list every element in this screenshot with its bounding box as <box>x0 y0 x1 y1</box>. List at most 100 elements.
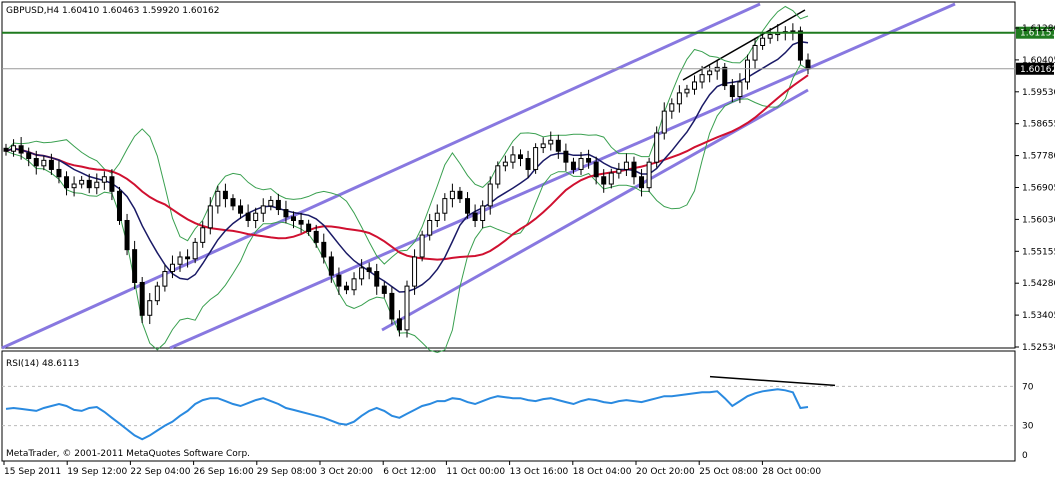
rsi-pane-frame <box>1 350 1016 462</box>
candle-body <box>132 249 138 283</box>
candle-body <box>389 292 395 320</box>
time-tick-label: 19 Sep 12:00 <box>67 467 127 477</box>
candle-body <box>623 161 629 170</box>
candle-body <box>177 256 183 265</box>
candle-body <box>525 158 531 170</box>
candle-body <box>563 150 569 163</box>
price-axis: 1.61280 1.60405 1.59530 1.58655 1.57780 1.569… <box>1015 24 1055 353</box>
candle-body <box>101 176 107 183</box>
price-tick-label: 1.61280 <box>1022 24 1055 34</box>
time-tick-label: 18 Oct 04:00 <box>573 467 632 477</box>
time-tick-label: 22 Sep 04:00 <box>130 467 190 477</box>
candle-body <box>744 59 750 83</box>
price-tick-label: 1.53405 <box>1022 311 1055 321</box>
price-tick-label: 1.59530 <box>1022 88 1055 98</box>
candle-body <box>374 271 380 287</box>
candle-body <box>555 139 561 152</box>
price-tick-label: 1.56030 <box>1022 215 1055 225</box>
candle-body <box>593 161 599 178</box>
price-tick-label: 1.58655 <box>1022 120 1055 130</box>
candle-body <box>306 223 312 232</box>
candle-body <box>291 216 297 221</box>
candle-body <box>351 278 357 291</box>
candle-body <box>275 199 281 211</box>
candle-body <box>737 81 743 98</box>
candle-body <box>124 219 130 251</box>
time-tick-label: 11 Oct 00:00 <box>446 467 505 477</box>
candle-body <box>283 209 289 218</box>
candle-body <box>457 190 463 200</box>
candle-body <box>139 281 145 316</box>
candle-body <box>661 110 667 134</box>
candle-body <box>729 85 735 98</box>
candlesticks <box>3 23 811 338</box>
candle-body <box>86 179 92 189</box>
candle-body <box>336 274 342 287</box>
rsi-level-label: 70 <box>1022 382 1034 392</box>
candle-body <box>154 285 160 302</box>
candle-body <box>480 205 486 221</box>
candle-body <box>586 158 592 163</box>
candle-body <box>434 212 440 221</box>
candle-body <box>442 198 448 214</box>
copyright-text: MetaTrader, © 2001-2011 MetaQuotes Softw… <box>6 449 250 459</box>
candle-body <box>533 147 539 170</box>
candle-body <box>412 256 418 287</box>
candle-body <box>192 241 198 260</box>
price-tick-label: 1.60405 <box>1022 56 1055 66</box>
channel-lower-line <box>169 2 956 350</box>
candle-body <box>313 230 319 243</box>
time-tick-label: 26 Sep 16:00 <box>194 467 254 477</box>
candle-body <box>540 143 546 149</box>
time-tick-label: 13 Oct 16:00 <box>510 467 569 477</box>
rsi-level-label: 0 <box>1022 451 1028 461</box>
price-highlight-box <box>1016 26 1054 39</box>
time-tick-label: 20 Oct 20:00 <box>636 467 695 477</box>
candle-body <box>722 66 728 87</box>
main-pane-frame <box>1 1 1016 349</box>
rsi-level-label: 30 <box>1022 422 1034 432</box>
candle-body <box>162 271 168 287</box>
price-highlight-label: 1.61151 <box>1020 29 1055 39</box>
time-tick-label: 25 Oct 08:00 <box>699 467 758 477</box>
candle-body <box>260 205 266 214</box>
candle-body <box>33 158 39 167</box>
candle-body <box>472 212 478 221</box>
candle-body <box>699 74 705 83</box>
candle-body <box>608 172 614 185</box>
candle-body <box>56 168 62 178</box>
rsi-divergence-line <box>709 375 836 387</box>
candle-body <box>109 176 115 192</box>
candle-body <box>502 161 508 167</box>
candle-body <box>71 183 77 189</box>
candle-body <box>79 179 85 185</box>
price-tick-label: 1.57780 <box>1022 152 1055 162</box>
candle-body <box>676 92 682 105</box>
rsi-line <box>5 388 809 441</box>
time-tick-label: 6 Oct 12:00 <box>383 467 436 477</box>
candle-body <box>631 161 637 178</box>
candle-body <box>404 285 410 331</box>
candle-body <box>185 256 191 260</box>
time-tick-label: 29 Sep 08:00 <box>257 467 317 477</box>
candle-body <box>169 263 175 273</box>
candle-body <box>465 198 471 214</box>
price-tick-label: 1.56905 <box>1022 184 1055 194</box>
candle-body <box>207 205 213 229</box>
candle-body <box>646 161 652 189</box>
candle-body <box>215 190 221 207</box>
symbol-header: GBPUSD,H4 1.60410 1.60463 1.59920 1.6016… <box>6 6 219 16</box>
price-tick-label: 1.54280 <box>1022 279 1055 289</box>
time-axis: 15 Sep 2011 19 Sep 12:00 22 Sep 04:00 26 Se… <box>3 461 821 477</box>
candle-body <box>147 300 153 316</box>
candle-body <box>752 44 758 61</box>
candle-body <box>548 139 554 145</box>
candle-body <box>18 145 24 154</box>
candle-body <box>797 30 803 61</box>
candle-body <box>396 318 402 331</box>
horizontal-lines: 1.61151 1.60162 <box>2 26 1055 75</box>
time-tick-label: 28 Oct 00:00 <box>762 467 821 477</box>
candle-body <box>517 154 523 160</box>
